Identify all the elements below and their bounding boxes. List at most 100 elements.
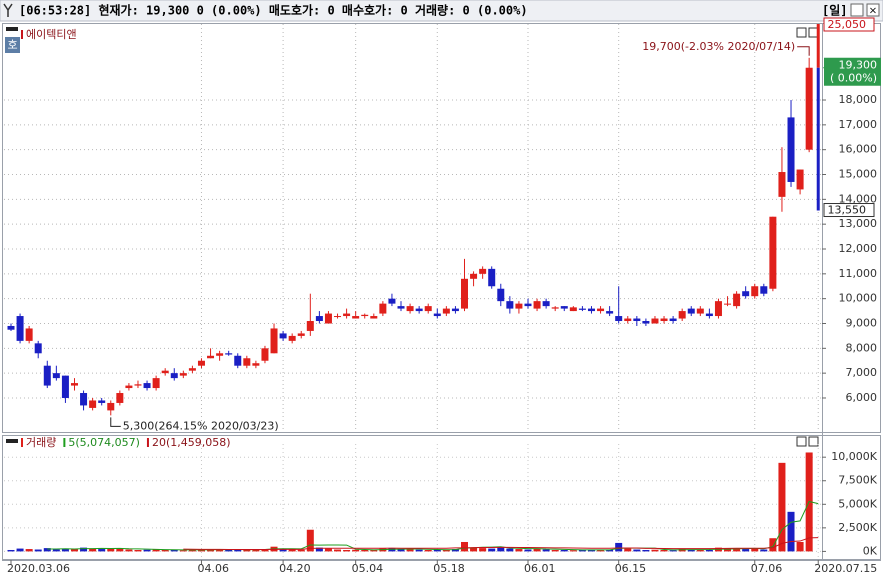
volume-bar [796,541,804,552]
volume-bar [61,548,69,552]
volume-bar [98,549,106,552]
legend-label: 거래량 [26,436,56,449]
volume-bar [415,549,423,552]
candle-body [488,268,496,287]
upper-limit-box [823,17,875,32]
quote-box[interactable] [5,37,20,53]
candle-body [587,308,595,312]
max-pointer [797,46,810,56]
volume-bar [515,549,523,552]
close-button[interactable] [866,3,880,17]
candle-body [696,308,704,314]
volume-bar [234,549,242,552]
y-tick-label: 15,000 [839,168,878,181]
volume-bar [497,547,505,552]
candle-body [288,335,296,341]
y-tick-label: 14,000 [839,192,878,205]
volume-bar [624,548,632,552]
volume-bar [143,549,151,552]
volume-bar [578,549,586,552]
volume-bar [569,550,577,552]
x-tick-label: 06.01 [524,562,556,575]
legend-label: 20(1,459,058) [152,436,231,449]
candle-body [89,400,97,408]
volume-bar [315,547,323,552]
candle-body [361,314,369,317]
y-tick-label: 13,000 [839,217,878,230]
candle-body [116,393,124,403]
volume-bar [361,549,369,552]
volume-bar [179,550,187,552]
candle-body [578,308,586,310]
volume-bar [760,549,768,552]
candle-body [624,318,632,322]
y-tick-label: 7,000 [846,366,878,379]
volume-bar [297,549,305,552]
candle-body [569,307,577,312]
y-tick-label: 8,000 [846,341,878,354]
candle-body [714,301,722,317]
panel-max-button[interactable] [796,27,807,38]
volume-bar [660,549,668,552]
candle-body [134,384,142,386]
candle-body [560,306,568,309]
x-tick-label: 06.15 [615,562,647,575]
candle-body [306,321,314,331]
volume-bar [107,548,115,552]
panel-close-button[interactable] [808,436,819,447]
x-tick-label: 2020.03.06 [7,562,70,575]
panel-max-button[interactable] [796,436,807,447]
y-tick-label: 17,000 [839,118,878,131]
candle-body [397,306,405,309]
panel-close-button[interactable] [808,27,819,38]
candle-body [370,316,378,319]
candle-body [252,363,260,366]
volume-bar [433,549,441,552]
candle-body [497,288,505,302]
volume-bar [687,549,695,552]
volume-bar [642,549,650,552]
current-price-label: 19,300 [839,59,878,72]
period-button[interactable]: [일] [822,4,848,18]
min-pointer [110,417,121,427]
max-annotation: 19,700(-2.03% 2020/07/14) [642,40,795,53]
candle-body [805,67,813,150]
candle-body [451,308,459,312]
candle-body [16,316,24,341]
volume-bar [89,548,97,552]
volume-bar [80,547,88,552]
candle-body [461,278,468,309]
candle-body [479,268,487,274]
volume-bar [134,549,142,552]
volume-bar [778,462,786,552]
volume-bar [442,549,450,552]
candle-body [442,308,450,314]
candle-body [98,400,106,403]
candle-body [415,308,423,312]
y-tick-label: 5,000K [838,497,877,510]
toolbar [0,0,883,22]
candle-body [506,301,514,309]
x-tick-label: 05.18 [433,562,465,575]
moving-average-line [183,537,819,551]
current-price-box [824,57,881,86]
volume-bar [470,547,478,552]
volume-bar [324,548,332,552]
restore-button[interactable] [850,3,864,17]
volume-bar [587,549,595,552]
lower-limit-box [823,203,875,218]
candle-body [143,383,151,389]
x-tick-label: 07.06 [751,562,783,575]
lower-limit-label: 13,550 [828,204,867,217]
volume-bar [306,529,314,552]
candle-body [760,286,768,294]
candle-body [34,343,42,354]
volume-bar [461,541,468,552]
candle-body [733,293,741,307]
panel-icon [6,439,18,443]
volume-bar [597,549,605,552]
menu-icon[interactable] [3,3,13,17]
volume-bar [225,549,233,552]
volume-bar [397,549,405,552]
volume-bar [633,549,641,552]
